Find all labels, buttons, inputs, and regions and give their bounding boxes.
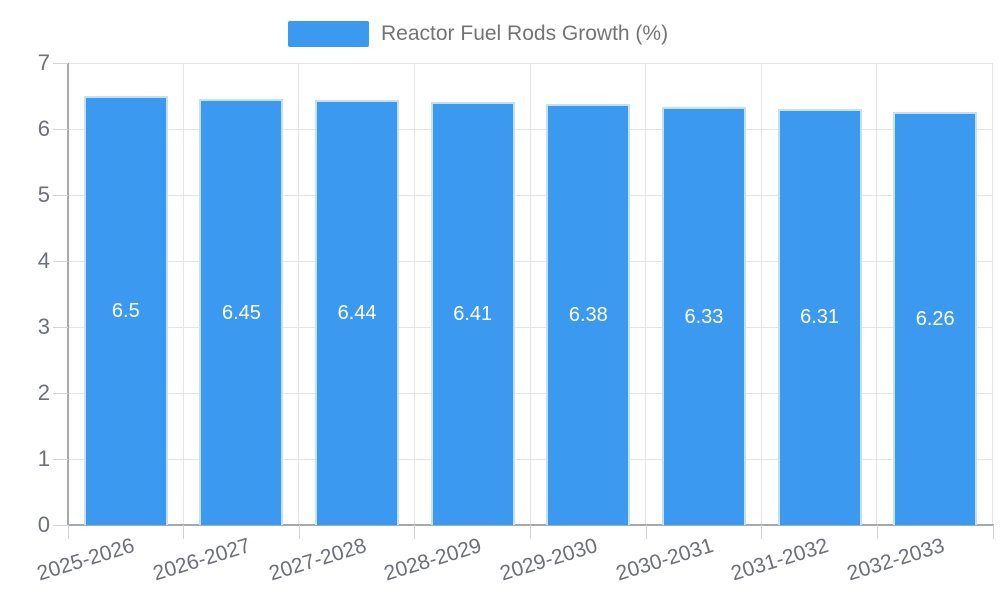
y-axis-tick <box>53 194 68 196</box>
x-axis-tick <box>645 525 647 539</box>
x-axis-tick <box>761 525 763 539</box>
y-axis-tick <box>53 524 68 526</box>
y-axis-tick <box>53 128 68 130</box>
bar-value-label: 6.26 <box>915 307 955 330</box>
y-axis-tick-label: 1 <box>37 446 50 471</box>
bar-value-label: 6.5 <box>111 300 140 322</box>
y-gridline <box>68 327 993 328</box>
y-gridline <box>68 129 993 130</box>
x-axis-tick <box>992 525 994 539</box>
bar[interactable]: 6.33 <box>661 107 746 525</box>
x-axis-category-label: 2029-2030 <box>497 534 601 586</box>
legend-swatch <box>288 20 369 47</box>
y-axis-tick-label: 4 <box>37 248 50 273</box>
y-axis-line <box>67 63 69 525</box>
y-axis-tick-label: 3 <box>37 314 50 339</box>
y-axis-tick <box>53 458 68 460</box>
y-gridline <box>68 393 993 394</box>
y-axis-tick-label: 6 <box>37 116 50 141</box>
x-axis-category-label: 2028-2029 <box>381 534 485 586</box>
x-gridline <box>760 63 762 525</box>
x-gridline <box>645 63 647 525</box>
x-gridline <box>876 63 878 525</box>
x-axis-tick <box>67 525 69 539</box>
y-gridline <box>68 261 993 262</box>
x-axis-tick <box>414 525 416 539</box>
bar-value-label: 6.41 <box>453 302 493 325</box>
x-axis-tick <box>876 525 878 539</box>
x-gridline <box>182 63 184 525</box>
x-gridline <box>992 63 993 525</box>
bar-value-label: 6.33 <box>684 305 724 328</box>
bar-value-label: 6.44 <box>337 301 377 324</box>
x-axis-category-label: 2031-2032 <box>728 534 832 586</box>
x-gridline <box>298 63 300 525</box>
legend-item[interactable]: Reactor Fuel Rods Growth (%) <box>288 20 668 47</box>
bar[interactable]: 6.44 <box>315 99 400 525</box>
y-gridline <box>68 195 993 196</box>
bar[interactable]: 6.41 <box>430 101 515 525</box>
bar-value-label: 6.31 <box>800 306 840 329</box>
legend-label: Reactor Fuel Rods Growth (%) <box>381 22 669 45</box>
y-axis-tick-label: 0 <box>37 512 50 537</box>
bar[interactable]: 6.31 <box>777 108 862 525</box>
x-axis-tick <box>183 525 185 539</box>
x-axis-category-label: 2030-2031 <box>612 534 716 586</box>
y-gridline <box>68 63 993 64</box>
x-axis-category-label: 2026-2027 <box>150 534 254 586</box>
y-gridline <box>68 459 993 460</box>
y-axis-tick-label: 2 <box>37 380 50 405</box>
plot-area: 6.5 6.45 6.44 6.41 6.38 6.33 6.31 6.26 <box>53 62 994 539</box>
x-axis-category-label: 2025-2026 <box>34 534 138 586</box>
bar[interactable]: 6.5 <box>83 96 168 525</box>
x-axis-tick <box>530 525 531 539</box>
y-axis-tick-label: 5 <box>37 182 50 207</box>
bar-value-label: 6.45 <box>221 301 261 324</box>
y-axis-tick <box>53 260 68 262</box>
y-axis-tick <box>53 62 68 64</box>
bar[interactable]: 6.45 <box>199 99 284 525</box>
x-axis-tick <box>298 525 300 539</box>
bar-value-label: 6.38 <box>568 303 608 326</box>
x-gridline <box>529 63 531 525</box>
y-axis-tick <box>53 326 68 328</box>
bar[interactable]: 6.38 <box>546 103 631 525</box>
y-axis-tick <box>53 392 68 394</box>
x-gridline <box>413 63 415 525</box>
x-axis-category-label: 2027-2028 <box>266 534 369 586</box>
x-axis-category-label: 2032-2033 <box>844 534 947 586</box>
y-axis-tick-label: 7 <box>37 50 50 75</box>
bar[interactable]: 6.26 <box>893 111 978 525</box>
